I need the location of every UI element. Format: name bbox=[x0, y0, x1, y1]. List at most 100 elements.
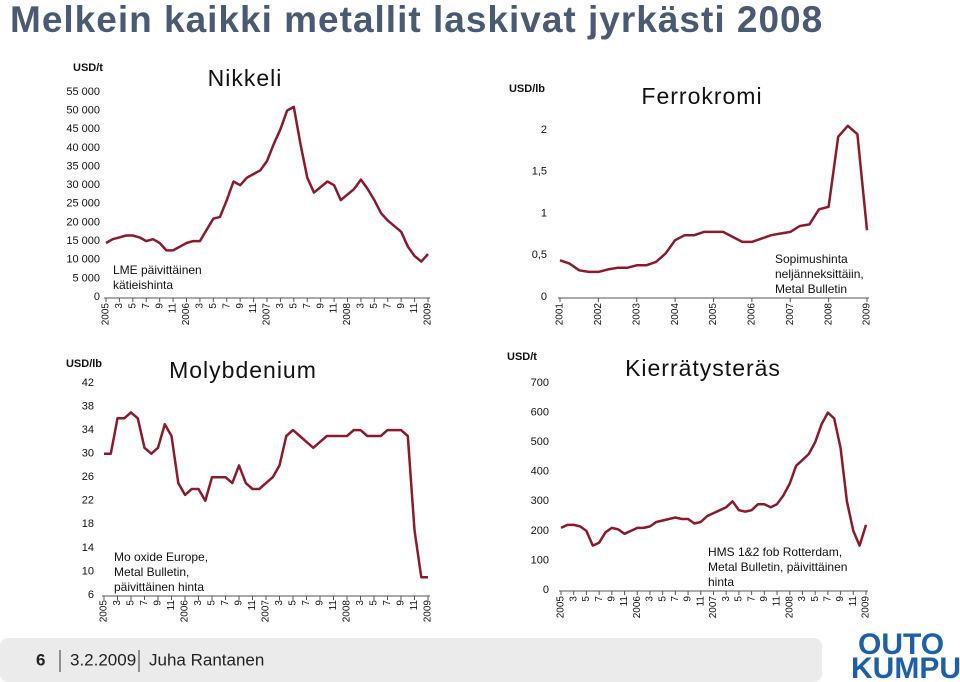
x-tick-label: 7 bbox=[301, 600, 312, 606]
y-tick-label: 14 bbox=[82, 542, 94, 554]
y-tick-label: 0 bbox=[541, 291, 547, 303]
x-tick-label: 2002 bbox=[593, 303, 604, 326]
x-tick-label: 3 bbox=[356, 303, 367, 309]
y-tick-label: 20 000 bbox=[66, 216, 100, 228]
annotation: Sopimushinta bbox=[775, 252, 848, 266]
x-tick-label: 7 bbox=[746, 596, 757, 602]
logo: OUTO bbox=[858, 628, 944, 661]
y-tick-label: 500 bbox=[531, 436, 549, 448]
price-line bbox=[560, 411, 868, 547]
x-tick-label: 2004 bbox=[670, 303, 681, 326]
y-tick-label: 0,5 bbox=[532, 249, 547, 261]
x-tick-label: 2006 bbox=[632, 596, 643, 619]
x-tick-label: 11 bbox=[848, 596, 859, 607]
price-line bbox=[104, 411, 428, 579]
footer-date: 3.2.2009 bbox=[70, 650, 136, 669]
x-tick-label: 5 bbox=[581, 596, 592, 602]
y-axis-unit: USD/t bbox=[507, 351, 537, 363]
x-tick-label: 2009 bbox=[862, 303, 873, 326]
x-tick-label: 5 bbox=[288, 303, 299, 309]
y-tick-label: 0 bbox=[543, 584, 549, 596]
y-tick-label: 10 bbox=[82, 565, 94, 577]
x-tick-label: 5 bbox=[369, 600, 380, 606]
x-tick-label: 2007 bbox=[708, 596, 719, 619]
x-tick-label: 7 bbox=[302, 303, 313, 309]
annotation: HMS 1&2 fob Rotterdam, bbox=[708, 545, 842, 559]
x-tick-label: 2009 bbox=[423, 303, 434, 326]
y-tick-label: 45 000 bbox=[66, 123, 100, 135]
x-tick-label: 5 bbox=[208, 303, 219, 309]
x-tick-label: 2001 bbox=[555, 303, 566, 326]
chart-title: Molybdenium bbox=[169, 357, 317, 383]
annotation: Mo oxide Europe, bbox=[114, 550, 208, 564]
x-tick-label: 2006 bbox=[181, 303, 192, 326]
annotation: kätieishinta bbox=[113, 278, 173, 292]
x-tick-label: 5 bbox=[369, 303, 380, 309]
x-tick-label: 2006 bbox=[180, 600, 191, 623]
y-tick-label: 100 bbox=[531, 554, 549, 566]
x-tick-label: 3 bbox=[112, 600, 123, 606]
y-tick-label: 30 bbox=[82, 448, 94, 460]
x-tick-label: 2007 bbox=[261, 600, 272, 623]
x-tick-label: 11 bbox=[619, 596, 630, 607]
x-tick-label: 2007 bbox=[785, 303, 796, 326]
x-tick-label: 2005 bbox=[101, 303, 112, 326]
y-tick-label: 25 000 bbox=[66, 198, 100, 210]
chart-title: Nikkeli bbox=[208, 65, 283, 91]
footer-bar bbox=[0, 638, 822, 682]
x-tick-label: 3 bbox=[193, 600, 204, 606]
x-tick-label: 2005 bbox=[99, 600, 110, 623]
x-tick-label: 9 bbox=[235, 303, 246, 309]
y-tick-label: 50 000 bbox=[66, 105, 100, 117]
x-tick-label: 2008 bbox=[342, 303, 353, 326]
annotation: Metal Bulletin, bbox=[114, 565, 189, 579]
y-axis-unit: USD/t bbox=[73, 62, 103, 74]
slide-title: Melkein kaikki metallit laskivat jyrkäst… bbox=[10, 0, 823, 40]
x-tick-label: 7 bbox=[670, 596, 681, 602]
x-tick-label: 11 bbox=[247, 600, 258, 611]
footer-author: Juha Rantanen bbox=[149, 650, 264, 669]
x-tick-label: 2003 bbox=[631, 303, 642, 326]
y-tick-label: 34 bbox=[82, 424, 94, 436]
x-tick-label: 3 bbox=[797, 596, 808, 602]
y-tick-label: 300 bbox=[531, 495, 549, 507]
x-tick-label: 2005 bbox=[556, 596, 567, 619]
x-tick-label: 3 bbox=[721, 596, 732, 602]
x-tick-label: 7 bbox=[594, 596, 605, 602]
y-tick-label: 22 bbox=[82, 495, 94, 507]
x-tick-label: 11 bbox=[409, 600, 420, 611]
x-tick-label: 5 bbox=[810, 596, 821, 602]
x-tick-label: 3 bbox=[274, 600, 285, 606]
x-tick-label: 9 bbox=[154, 303, 165, 309]
annotation: Metal Bulletin, päivittäinen bbox=[708, 560, 847, 574]
y-tick-label: 1,5 bbox=[532, 166, 547, 178]
x-tick-label: 7 bbox=[382, 600, 393, 606]
x-tick-label: 11 bbox=[329, 303, 340, 314]
y-tick-label: 0 bbox=[94, 291, 100, 303]
y-tick-label: 10 000 bbox=[66, 254, 100, 266]
x-tick-label: 2007 bbox=[262, 303, 273, 326]
x-tick-label: 11 bbox=[168, 303, 179, 314]
x-tick-label: 3 bbox=[568, 596, 579, 602]
x-tick-label: 9 bbox=[759, 596, 770, 602]
x-tick-label: 2008 bbox=[342, 600, 353, 623]
x-tick-label: 5 bbox=[126, 600, 137, 606]
x-tick-label: 5 bbox=[734, 596, 745, 602]
y-tick-label: 40 000 bbox=[66, 142, 100, 154]
y-axis-unit: USD/lb bbox=[509, 83, 545, 95]
y-tick-label: 6 bbox=[88, 589, 94, 601]
y-tick-label: 600 bbox=[531, 406, 549, 418]
x-tick-label: 9 bbox=[153, 600, 164, 606]
x-tick-label: 11 bbox=[248, 303, 259, 314]
x-tick-label: 2009 bbox=[423, 600, 434, 623]
y-tick-label: 200 bbox=[531, 525, 549, 537]
x-tick-label: 2005 bbox=[708, 303, 719, 326]
x-tick-label: 9 bbox=[606, 596, 617, 602]
y-tick-label: 1 bbox=[541, 207, 547, 219]
chart-title: Ferrokromi bbox=[641, 83, 762, 109]
x-tick-label: 7 bbox=[221, 303, 232, 309]
y-tick-label: 38 bbox=[82, 400, 94, 412]
page-number: 6 bbox=[36, 650, 45, 669]
x-tick-label: 7 bbox=[139, 600, 150, 606]
